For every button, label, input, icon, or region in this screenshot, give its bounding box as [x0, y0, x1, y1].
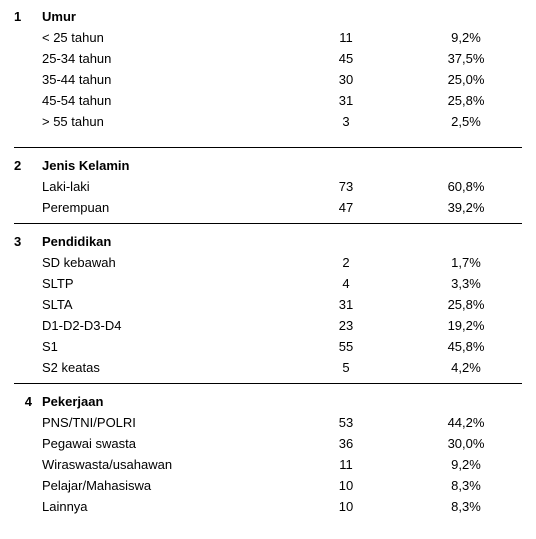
section-number: 1 — [10, 6, 38, 27]
section-divider — [14, 223, 522, 224]
row-label: S1 — [38, 336, 286, 357]
row-pct: 9,2% — [406, 454, 526, 475]
row-pct: 25,8% — [406, 294, 526, 315]
row-value: 10 — [286, 496, 406, 517]
row-value: 47 — [286, 197, 406, 218]
row-value: 11 — [286, 27, 406, 48]
row-pct: 19,2% — [406, 315, 526, 336]
row-label: 45-54 tahun — [38, 90, 286, 111]
demographics-table: 1 Umur < 25 tahun119,2% 25-34 tahun4537,… — [10, 6, 526, 517]
table-row: Laki-laki7360,8% — [10, 176, 526, 197]
row-value: 31 — [286, 294, 406, 315]
table-row: D1-D2-D3-D42319,2% — [10, 315, 526, 336]
row-pct: 25,8% — [406, 90, 526, 111]
row-value: 4 — [286, 273, 406, 294]
table-row: 45-54 tahun3125,8% — [10, 90, 526, 111]
row-value: 31 — [286, 90, 406, 111]
row-pct: 2,5% — [406, 111, 526, 132]
row-pct: 39,2% — [406, 197, 526, 218]
row-pct: 44,2% — [406, 412, 526, 433]
section-divider — [14, 383, 522, 384]
row-pct: 1,7% — [406, 252, 526, 273]
table-row: SLTA3125,8% — [10, 294, 526, 315]
row-label: D1-D2-D3-D4 — [38, 315, 286, 336]
row-value: 30 — [286, 69, 406, 90]
section-title: Jenis Kelamin — [38, 155, 286, 176]
section-title: Pekerjaan — [38, 391, 286, 412]
row-pct: 8,3% — [406, 475, 526, 496]
table-row: Lainnya108,3% — [10, 496, 526, 517]
table-row: 35-44 tahun3025,0% — [10, 69, 526, 90]
row-label: Perempuan — [38, 197, 286, 218]
row-label: S2 keatas — [38, 357, 286, 378]
row-pct: 25,0% — [406, 69, 526, 90]
row-pct: 37,5% — [406, 48, 526, 69]
row-pct: 3,3% — [406, 273, 526, 294]
row-pct: 4,2% — [406, 357, 526, 378]
row-label: SLTP — [38, 273, 286, 294]
table-row: SD kebawah21,7% — [10, 252, 526, 273]
table-row: > 55 tahun32,5% — [10, 111, 526, 132]
table-row: S2 keatas54,2% — [10, 357, 526, 378]
row-label: Laki-laki — [38, 176, 286, 197]
row-value: 36 — [286, 433, 406, 454]
table-row: S15545,8% — [10, 336, 526, 357]
row-pct: 60,8% — [406, 176, 526, 197]
section-header: 4 Pekerjaan — [10, 391, 526, 412]
section-header: 1 Umur — [10, 6, 526, 27]
section-title: Pendidikan — [38, 231, 286, 252]
section-divider — [14, 147, 522, 148]
table-row: Perempuan4739,2% — [10, 197, 526, 218]
section-title: Umur — [38, 6, 286, 27]
table-row: 25-34 tahun4537,5% — [10, 48, 526, 69]
row-label: Lainnya — [38, 496, 286, 517]
row-value: 2 — [286, 252, 406, 273]
row-value: 45 — [286, 48, 406, 69]
row-pct: 30,0% — [406, 433, 526, 454]
table-row: SLTP43,3% — [10, 273, 526, 294]
row-value: 10 — [286, 475, 406, 496]
row-value: 3 — [286, 111, 406, 132]
row-label: 35-44 tahun — [38, 69, 286, 90]
section-header: 2 Jenis Kelamin — [10, 155, 526, 176]
row-value: 5 — [286, 357, 406, 378]
table-row: PNS/TNI/POLRI5344,2% — [10, 412, 526, 433]
row-label: < 25 tahun — [38, 27, 286, 48]
section-number: 3 — [10, 231, 38, 252]
table-row: Pegawai swasta3630,0% — [10, 433, 526, 454]
row-label: PNS/TNI/POLRI — [38, 412, 286, 433]
row-label: SLTA — [38, 294, 286, 315]
section-header: 3 Pendidikan — [10, 231, 526, 252]
table-row: Pelajar/Mahasiswa108,3% — [10, 475, 526, 496]
row-label: 25-34 tahun — [38, 48, 286, 69]
row-pct: 8,3% — [406, 496, 526, 517]
section-number: 2 — [10, 155, 38, 176]
row-value: 11 — [286, 454, 406, 475]
row-pct: 9,2% — [406, 27, 526, 48]
row-pct: 45,8% — [406, 336, 526, 357]
row-value: 55 — [286, 336, 406, 357]
row-label: SD kebawah — [38, 252, 286, 273]
row-label: Wiraswasta/usahawan — [38, 454, 286, 475]
row-value: 53 — [286, 412, 406, 433]
table-row: Wiraswasta/usahawan119,2% — [10, 454, 526, 475]
row-label: > 55 tahun — [38, 111, 286, 132]
section-number: 4 — [10, 391, 38, 412]
row-value: 73 — [286, 176, 406, 197]
row-label: Pelajar/Mahasiswa — [38, 475, 286, 496]
row-label: Pegawai swasta — [38, 433, 286, 454]
table-row: < 25 tahun119,2% — [10, 27, 526, 48]
row-value: 23 — [286, 315, 406, 336]
